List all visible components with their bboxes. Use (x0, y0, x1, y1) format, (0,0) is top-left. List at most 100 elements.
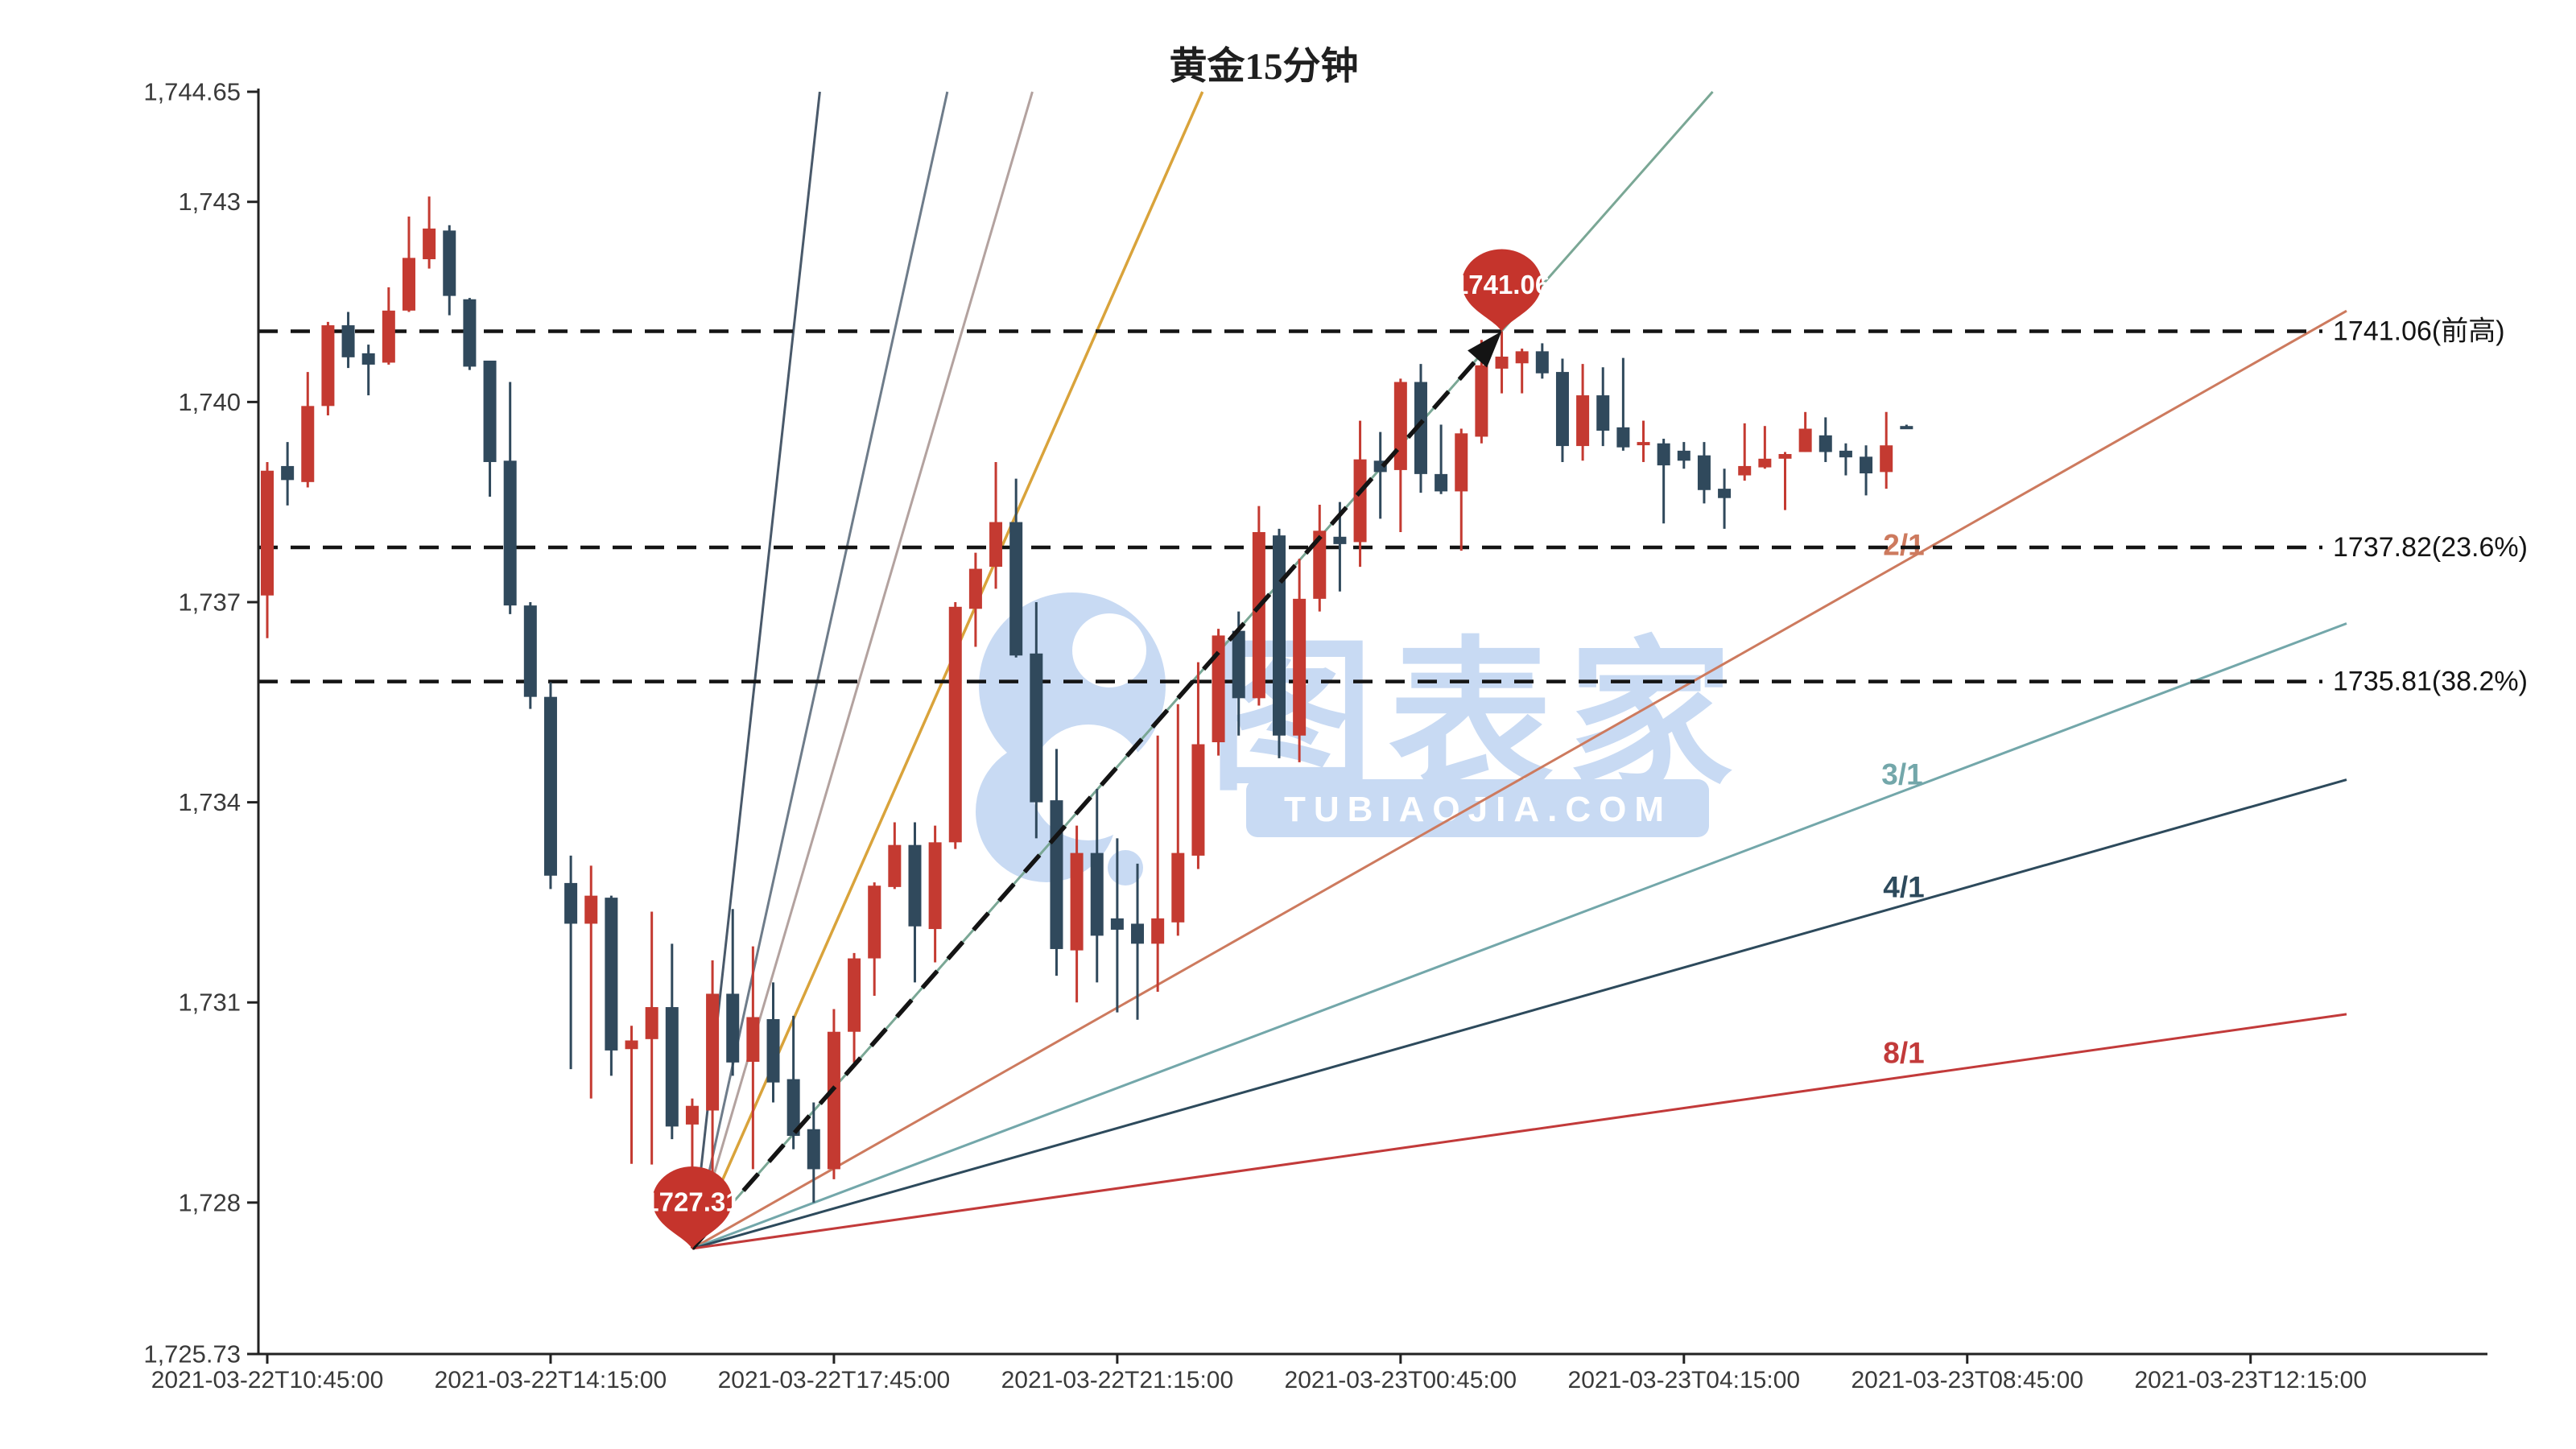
candle-body (402, 258, 415, 311)
x-tick-label: 2021-03-23T12:15:00 (2134, 1367, 2367, 1393)
candle-body (766, 1018, 780, 1083)
x-tick-label: 2021-03-22T21:15:00 (1001, 1367, 1234, 1393)
marker-balloon (651, 1166, 733, 1249)
candle-body (868, 886, 881, 959)
gann-line-3/1 (691, 622, 2347, 1250)
candle-body (1212, 635, 1225, 743)
candle-body (1535, 351, 1549, 374)
candle-body (1677, 450, 1690, 461)
candle-body (1555, 372, 1569, 447)
y-tick-label: 1,744.65 (143, 78, 241, 106)
candle-body (1596, 395, 1610, 431)
candle-body (523, 605, 537, 697)
chart-title: 黄金15分钟 (1170, 46, 1359, 88)
candle-body (1515, 351, 1529, 364)
candle-body (382, 310, 395, 363)
candle-body (564, 882, 578, 924)
candle-body (1738, 465, 1752, 476)
candle-body (1435, 473, 1448, 492)
candle-body (1778, 454, 1792, 459)
candle-body (1798, 428, 1812, 452)
candle-body (685, 1105, 699, 1125)
x-tick-label: 2021-03-23T04:15:00 (1568, 1367, 1801, 1393)
candle-body (1495, 357, 1509, 369)
candle-body (1576, 395, 1590, 447)
candle-body (888, 844, 902, 887)
x-tick-label: 2021-03-23T08:45:00 (1851, 1367, 2083, 1393)
candle-body (261, 470, 274, 596)
gann-label-3/1: 3/1 (1881, 758, 1922, 791)
watermark-domain-band (1246, 779, 1709, 837)
candle-body (1637, 442, 1650, 446)
watermark-logo-icon (976, 592, 1166, 886)
candle-body (848, 958, 861, 1032)
x-tick-label: 2021-03-22T10:45:00 (151, 1367, 384, 1393)
candle-body (1475, 365, 1488, 437)
candle-body (1030, 653, 1043, 803)
gann-label-4/1: 4/1 (1883, 871, 1924, 904)
candle-body (1657, 443, 1670, 466)
axis-layer: 1,744.65 1,743 1,740 1,737 1,734 1,731 1,728 1,… (143, 78, 2487, 1393)
candle-body (301, 406, 315, 482)
candle-body (1353, 459, 1367, 543)
candle-body (1839, 450, 1852, 458)
candle-body (1131, 923, 1145, 944)
candle-body (423, 228, 436, 260)
candle-body (341, 325, 355, 357)
level-line-layer: 1741.06(前高) 1737.82(23.6%) 1735.81(38.2%) (258, 316, 2528, 697)
candle-layer (261, 196, 1913, 1249)
level-label: 1735.81(38.2%) (2333, 667, 2528, 697)
candle-body (1151, 918, 1165, 944)
candle-body (1050, 800, 1063, 949)
candle-body (1252, 531, 1265, 699)
gann-line-1/1 (691, 91, 1714, 1250)
candle-body (1232, 630, 1245, 699)
watermark-domain: TUBIAOJIA.COM (1284, 790, 1672, 829)
candle-body (1393, 382, 1407, 470)
candle-body (1191, 744, 1205, 856)
candle-body (1110, 918, 1124, 930)
candle-body (968, 568, 982, 609)
candle-body (503, 460, 517, 606)
candle-body (463, 299, 477, 367)
trend-arrowhead (1468, 331, 1502, 368)
candle-body (361, 353, 375, 365)
candle-body (1313, 530, 1327, 599)
candle-body (706, 993, 720, 1111)
x-tick-label: 2021-03-23T00:45:00 (1285, 1367, 1517, 1393)
x-tick-label: 2021-03-22T14:15:00 (435, 1367, 667, 1393)
y-tick-label: 1,734 (178, 788, 241, 816)
candle-body (321, 325, 335, 407)
candle-body (1333, 536, 1347, 544)
candle-body (928, 842, 942, 930)
candle-body (1718, 489, 1732, 498)
candle-body (807, 1129, 820, 1170)
candle-body (746, 1017, 760, 1063)
candle-body (1273, 535, 1286, 736)
candle-body (483, 360, 497, 462)
marker-balloon (1461, 249, 1542, 332)
y-tick-label: 1,740 (178, 388, 241, 416)
candle-body (786, 1079, 800, 1136)
candle-body (1171, 852, 1185, 923)
gann-line-2/1 (691, 309, 2347, 1250)
candle-body (989, 522, 1003, 568)
candle-body (625, 1040, 638, 1050)
candle-body (1697, 455, 1711, 490)
candle-body (1758, 458, 1772, 468)
candle-body (1009, 522, 1023, 656)
gann-line-4/1 (691, 778, 2347, 1250)
candle-body (1860, 456, 1873, 474)
gann-label-2/1: 2/1 (1883, 529, 1924, 562)
level-label: 1737.82(23.6%) (2333, 532, 2528, 563)
annotation-layer: 1741.06 1727.31 (644, 249, 1550, 1250)
candle-body (948, 606, 962, 843)
watermark: 图表家 TUBIAOJIA.COM (976, 592, 1733, 886)
y-tick-label: 1,737 (178, 588, 241, 616)
candle-body (584, 895, 598, 924)
candle-body (726, 993, 740, 1063)
candle-body (1616, 427, 1630, 448)
y-tick-label: 1,743 (178, 188, 241, 216)
candle-body (543, 696, 557, 876)
candle-body (443, 230, 456, 296)
